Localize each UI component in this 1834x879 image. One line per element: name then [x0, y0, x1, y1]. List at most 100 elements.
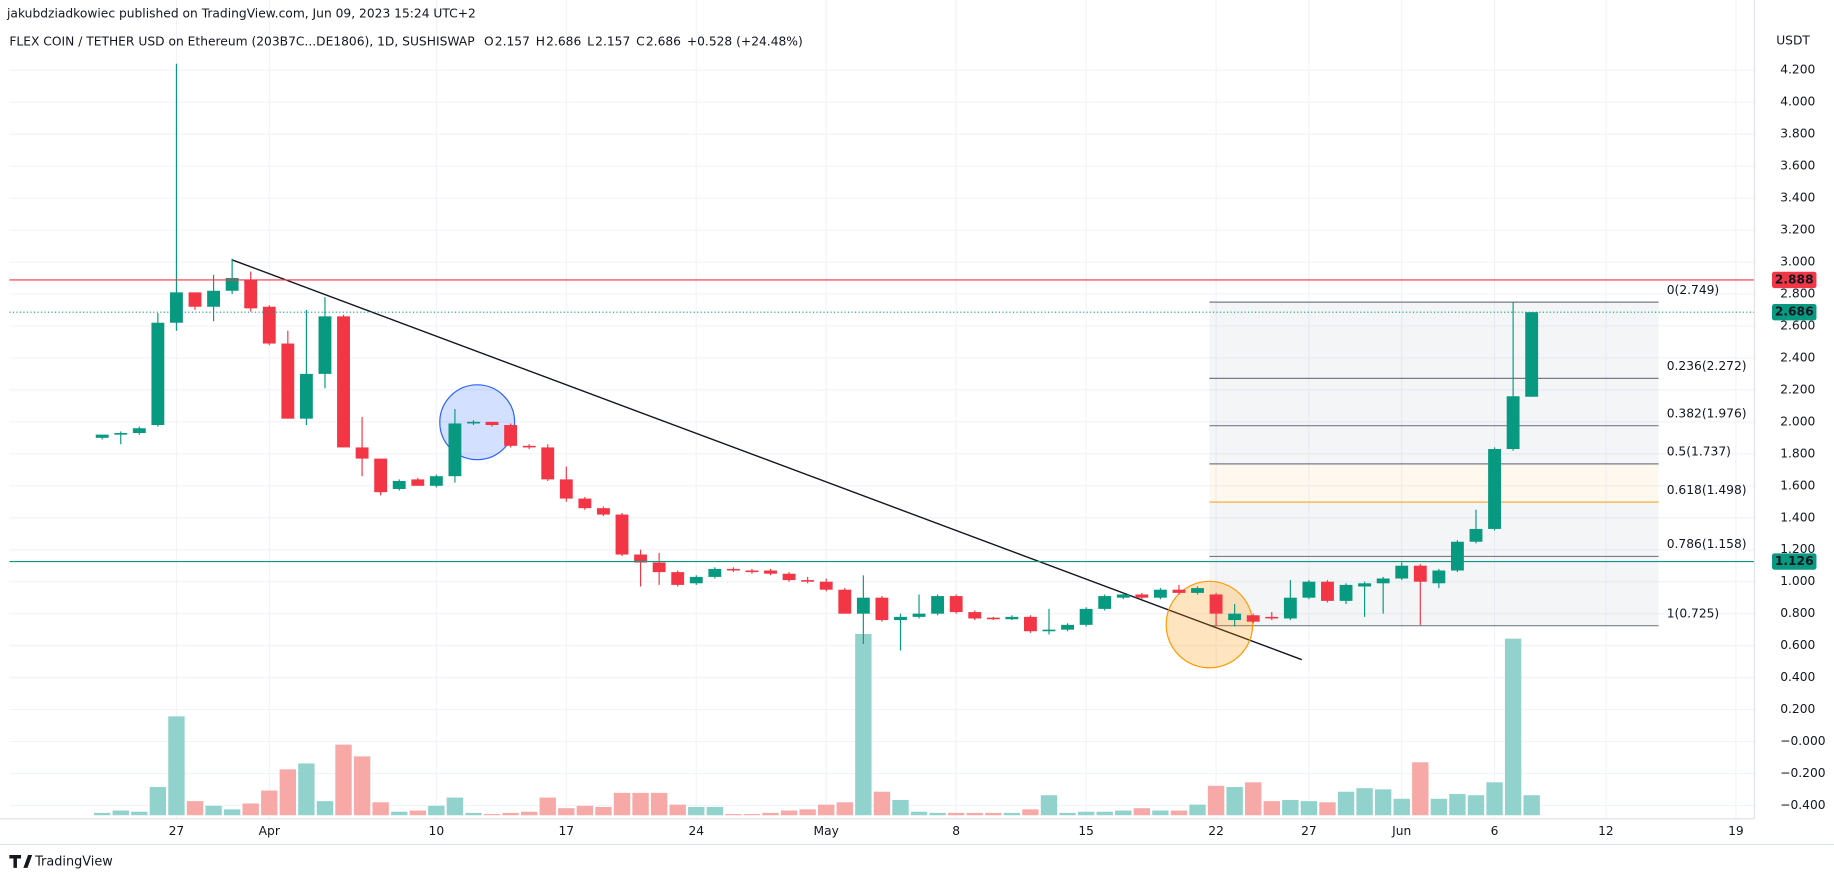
author-line: jakubdziadkowiec published on TradingVie… — [6, 7, 476, 21]
volume-bar — [1467, 795, 1485, 816]
volume-bar — [428, 805, 445, 816]
volume-bar — [1003, 812, 1021, 816]
candle-body — [1209, 594, 1223, 614]
x-tick-label: 19 — [1728, 824, 1744, 838]
y-tick-label: 0.400 — [1780, 670, 1815, 684]
volume-bar — [1096, 811, 1113, 816]
volume-bar — [409, 810, 426, 816]
y-tick-label: 3.800 — [1780, 127, 1815, 141]
candle-body — [875, 597, 889, 621]
x-tick-label: 15 — [1078, 824, 1094, 838]
candle-body — [1506, 396, 1520, 450]
fib-band — [1209, 378, 1659, 426]
candle-body — [838, 589, 852, 614]
candle-body — [337, 316, 350, 448]
candle-body — [931, 596, 945, 614]
volume-bar — [335, 744, 352, 816]
candle-body — [151, 322, 165, 426]
candle-body — [1376, 578, 1390, 584]
fib-label: 0.382(1.976) — [1667, 406, 1747, 420]
legend-text: C — [636, 35, 645, 49]
candle-body — [1283, 597, 1297, 619]
legend-text: O — [484, 35, 494, 49]
fib-retracement: 0(2.749) 0.236(2.272) 0.382(1.976) 0.5(1.73… — [1209, 283, 1747, 627]
y-tick-label: 1.800 — [1780, 446, 1815, 460]
volume-bar — [149, 786, 167, 816]
legend-text: 2.157 — [495, 35, 530, 49]
x-tick-label: 24 — [688, 824, 704, 838]
candle-body — [968, 612, 982, 619]
y-tick-label: 2.400 — [1780, 350, 1815, 364]
fib-band — [1209, 463, 1659, 503]
volume-bar — [1319, 802, 1336, 816]
volume-bar — [1337, 791, 1355, 816]
fib-band — [1209, 556, 1659, 626]
volume-bar — [1356, 788, 1373, 816]
volume-bar — [929, 812, 946, 816]
legend: FLEX COIN / TETHER USD on Ethereum (203B… — [9, 35, 802, 49]
volume-bar — [1133, 808, 1151, 816]
volume-bar — [446, 797, 464, 816]
candle-body — [318, 316, 332, 374]
volume-bar — [966, 812, 983, 816]
volume-bar — [669, 804, 686, 816]
candle-body — [1395, 565, 1409, 579]
volume-bar — [1245, 782, 1262, 816]
candles — [95, 63, 1539, 651]
candle-body — [541, 447, 555, 480]
legend-text: L — [587, 35, 594, 49]
volume-bar — [762, 812, 779, 816]
candle-body — [262, 306, 276, 344]
x-tick-label: 8 — [952, 824, 960, 838]
volume-bar — [1430, 798, 1448, 816]
volume-bar — [725, 814, 742, 816]
candle-body — [578, 498, 592, 509]
price-label-box — [1772, 553, 1817, 570]
fib-label: 0.236(2.272) — [1667, 359, 1747, 373]
candle-body — [485, 421, 499, 426]
volume-bar — [520, 811, 538, 816]
fib-label: 0.5(1.737) — [1667, 445, 1731, 459]
candle-body — [1339, 584, 1353, 601]
y-tick-label: 1.200 — [1780, 542, 1815, 556]
candle-body — [1005, 616, 1019, 620]
candle-body — [1302, 581, 1316, 598]
volume-bar — [298, 763, 315, 816]
y-tick-label: 4.200 — [1780, 63, 1815, 77]
candle-body — [949, 596, 963, 613]
x-tick-label: 22 — [1208, 824, 1224, 838]
volume-bar — [1115, 810, 1132, 816]
brand-logo — [9, 855, 33, 868]
volume-bar — [242, 803, 259, 816]
candle-body — [1265, 616, 1279, 619]
price-label-box — [1772, 304, 1817, 321]
fib-label: 0.786(1.158) — [1667, 537, 1747, 551]
candle-body — [1246, 615, 1260, 622]
volume-bar — [353, 756, 371, 816]
currency: USDT — [1776, 33, 1810, 47]
candle-body — [634, 554, 647, 563]
fib-label: 1(0.725) — [1667, 606, 1720, 620]
volume-bar — [205, 805, 222, 816]
legend-text: 2.686 — [546, 35, 581, 49]
volume-bar — [1374, 789, 1392, 816]
price-label-box — [1772, 271, 1817, 289]
volume-bar — [1189, 804, 1206, 816]
volume-bar — [1170, 810, 1188, 816]
volume-bar — [1523, 795, 1540, 816]
candle-body — [726, 568, 740, 571]
candle-body — [745, 570, 759, 573]
x-tick-label: 27 — [1301, 824, 1317, 838]
volume-bar — [391, 811, 408, 816]
y-tick-label: 3.400 — [1780, 191, 1815, 205]
volume-bar — [1040, 795, 1058, 816]
volume-bar — [910, 811, 928, 816]
candle-body — [1358, 583, 1372, 587]
candle-body — [281, 343, 295, 419]
candle-body — [764, 570, 777, 574]
volume-bar — [465, 812, 482, 816]
volume-bar — [1282, 799, 1299, 816]
x-tick-label: Apr — [259, 824, 281, 838]
candle-body — [1135, 594, 1149, 598]
